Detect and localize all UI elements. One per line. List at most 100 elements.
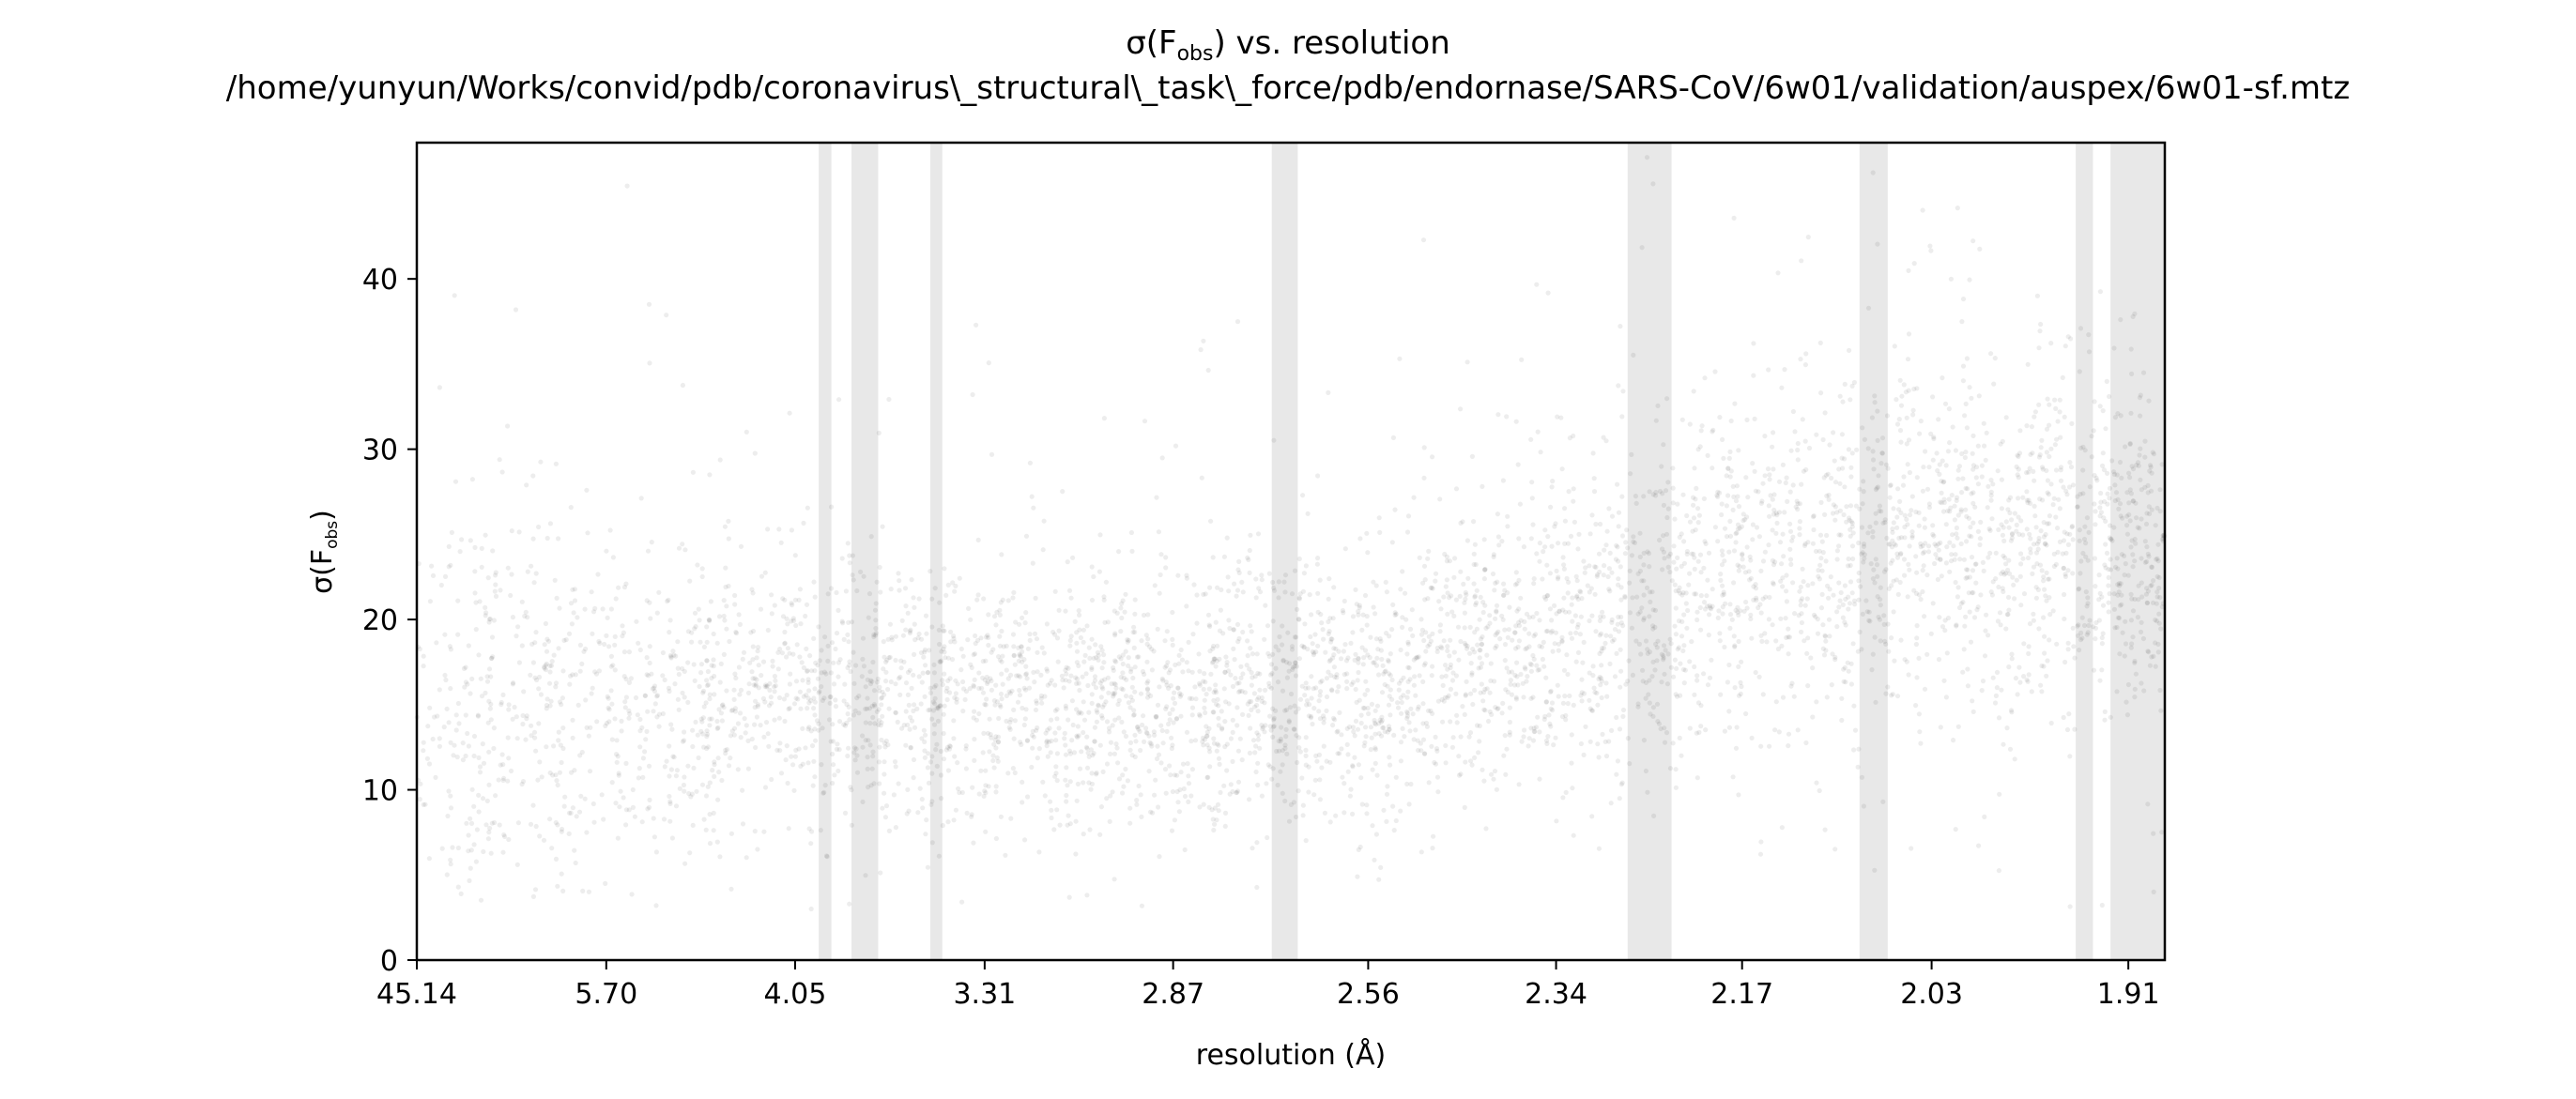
data-point bbox=[1091, 573, 1096, 580]
data-point bbox=[2159, 537, 2165, 542]
data-point bbox=[452, 479, 459, 484]
data-point bbox=[1795, 440, 1801, 447]
data-point bbox=[1309, 612, 1314, 618]
data-point bbox=[1471, 551, 1477, 557]
data-point bbox=[825, 643, 831, 649]
data-point bbox=[2009, 656, 2015, 662]
data-point bbox=[1547, 606, 1553, 612]
data-point bbox=[780, 596, 786, 602]
data-point bbox=[1326, 618, 1331, 625]
data-point bbox=[944, 685, 950, 691]
data-point bbox=[1454, 712, 1460, 718]
data-point bbox=[1143, 633, 1149, 638]
data-point bbox=[714, 839, 720, 845]
data-point bbox=[2139, 580, 2144, 586]
data-point bbox=[1404, 651, 1410, 657]
data-point bbox=[1970, 500, 1976, 506]
data-point bbox=[1368, 725, 1373, 730]
data-point bbox=[644, 728, 650, 735]
data-point bbox=[2130, 552, 2136, 557]
data-point bbox=[978, 768, 984, 773]
data-point bbox=[1355, 726, 1361, 732]
data-point bbox=[1698, 724, 1704, 729]
data-point bbox=[2064, 492, 2070, 497]
data-point bbox=[2040, 497, 2046, 503]
data-point bbox=[1894, 525, 1900, 530]
data-point bbox=[935, 718, 942, 725]
data-point bbox=[553, 461, 560, 466]
data-point bbox=[1046, 739, 1051, 745]
data-point bbox=[1596, 846, 1602, 851]
data-point bbox=[749, 736, 755, 742]
data-point bbox=[509, 572, 514, 577]
data-point bbox=[2156, 586, 2162, 591]
data-point bbox=[1534, 610, 1540, 617]
data-point bbox=[1315, 609, 1321, 615]
data-point bbox=[660, 673, 666, 679]
data-point bbox=[1661, 653, 1666, 659]
data-point bbox=[1773, 638, 1779, 644]
data-point bbox=[2158, 626, 2164, 632]
data-point bbox=[2117, 603, 2124, 608]
data-point bbox=[987, 716, 992, 722]
data-point bbox=[1441, 638, 1447, 644]
data-point bbox=[1444, 554, 1449, 560]
data-point bbox=[1785, 498, 1790, 505]
data-point bbox=[1507, 729, 1512, 735]
data-point bbox=[2016, 664, 2022, 670]
data-point bbox=[1317, 577, 1323, 583]
data-point bbox=[489, 634, 496, 640]
data-point bbox=[1190, 632, 1196, 637]
data-point bbox=[1132, 754, 1138, 760]
data-point bbox=[475, 712, 481, 718]
data-point bbox=[942, 703, 947, 709]
data-point bbox=[2149, 470, 2154, 476]
data-point bbox=[2097, 289, 2103, 295]
data-point bbox=[1757, 602, 1763, 607]
data-point bbox=[1848, 562, 1853, 569]
data-point bbox=[1504, 665, 1510, 671]
data-point bbox=[1599, 646, 1605, 651]
data-point bbox=[1428, 638, 1434, 644]
data-point bbox=[1142, 739, 1147, 745]
data-point bbox=[421, 740, 426, 745]
data-point bbox=[1311, 650, 1317, 656]
data-point bbox=[872, 607, 879, 613]
data-point bbox=[1052, 632, 1058, 637]
data-point bbox=[500, 762, 506, 768]
data-point bbox=[1952, 517, 1957, 523]
data-point bbox=[1629, 553, 1634, 558]
data-point bbox=[2102, 498, 2108, 505]
data-point bbox=[1027, 632, 1033, 637]
data-point bbox=[582, 606, 588, 612]
data-point bbox=[703, 700, 709, 706]
data-point bbox=[1056, 628, 1062, 633]
data-point bbox=[1335, 728, 1341, 734]
data-point bbox=[1025, 646, 1031, 651]
data-point bbox=[1178, 713, 1184, 719]
data-point bbox=[724, 688, 729, 694]
data-point bbox=[1400, 725, 1405, 732]
data-point bbox=[1228, 672, 1234, 678]
data-point bbox=[1523, 647, 1528, 652]
data-point bbox=[997, 643, 1004, 649]
data-point bbox=[2061, 565, 2066, 572]
data-point bbox=[1875, 573, 1880, 579]
data-point bbox=[2077, 538, 2082, 543]
data-point bbox=[1573, 659, 1579, 664]
data-point bbox=[1861, 542, 1867, 547]
data-point bbox=[1733, 745, 1740, 751]
data-point bbox=[593, 671, 600, 677]
data-point bbox=[2102, 562, 2108, 568]
data-point bbox=[1965, 666, 1970, 672]
data-point bbox=[484, 798, 490, 804]
data-point bbox=[1996, 584, 2001, 590]
data-point bbox=[632, 814, 638, 819]
data-point bbox=[621, 585, 628, 590]
data-point bbox=[788, 671, 793, 677]
data-point bbox=[868, 783, 874, 788]
data-point bbox=[1038, 672, 1044, 679]
data-point bbox=[1955, 594, 1960, 600]
data-point bbox=[2103, 542, 2108, 547]
data-point bbox=[1210, 643, 1217, 649]
